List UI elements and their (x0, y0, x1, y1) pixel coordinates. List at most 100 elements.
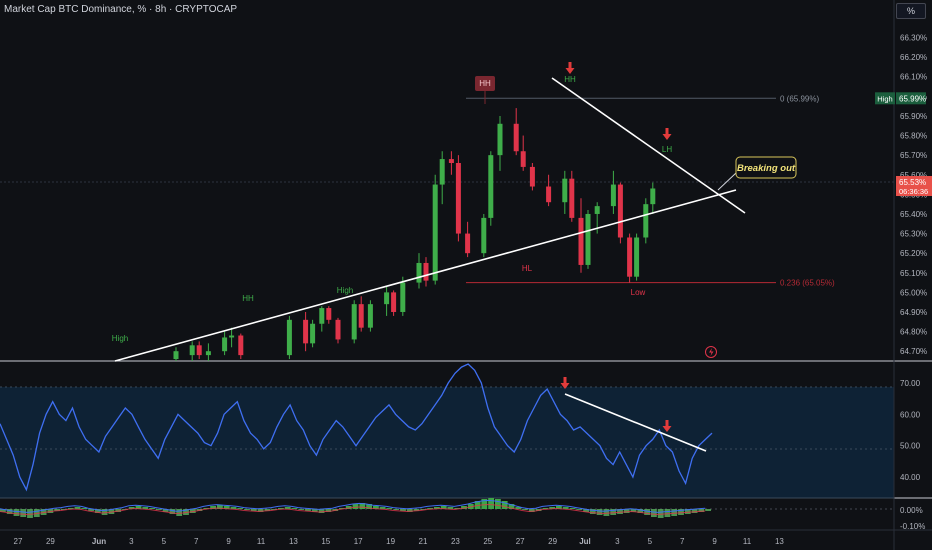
macd-bar (603, 509, 610, 516)
x-tick-label: 3 (129, 537, 134, 546)
fib-levels: 0 (65.99%) 0.236 (65.05%) (466, 94, 835, 288)
y-tick-label: 65.20% (900, 249, 927, 258)
macd-bar (305, 509, 311, 511)
candle-body (585, 213, 591, 265)
candle-body (319, 308, 325, 324)
macd-bar (495, 499, 501, 509)
candle-body (286, 319, 292, 356)
support-trendline[interactable] (114, 189, 737, 362)
macd-bar (203, 508, 210, 509)
candle-body (384, 292, 390, 305)
resistance-trendline[interactable] (551, 77, 746, 214)
macd-bar (474, 501, 481, 509)
last-price-tag (896, 176, 932, 196)
annotations: High HH High HH LH HL Low HH Breaking out (112, 62, 797, 432)
candle-body (520, 151, 526, 167)
macd-bar (27, 509, 33, 518)
macd-bar (447, 507, 454, 509)
macd-bar (189, 509, 196, 513)
candle-body (189, 345, 195, 356)
y-tick-label: 65.00% (900, 288, 927, 297)
macd-bar (47, 509, 54, 513)
candle-body (562, 178, 568, 203)
macd-bar (67, 508, 74, 509)
rsi-pane (0, 363, 713, 492)
macd-bar (40, 509, 47, 515)
macd-bar (278, 508, 284, 509)
pivot-hh-3: HH (564, 75, 576, 84)
callout-box (735, 156, 797, 179)
candle (351, 300, 357, 344)
candle-body (173, 351, 179, 360)
x-tick-label: 3 (615, 537, 620, 546)
callout-text: Breaking out (737, 163, 796, 174)
x-tick-label: Jul (579, 537, 591, 546)
y-tick-label: 66.30% (900, 34, 927, 43)
x-tick-label: 29 (548, 537, 557, 546)
macd-bar (705, 509, 711, 511)
macd-bar (101, 509, 108, 515)
y-tick-label: 66.20% (900, 53, 927, 62)
pivot-low: Low (631, 288, 646, 297)
macd-tick-label: 0.00% (900, 506, 923, 515)
macd-bar (20, 509, 27, 517)
candle-body (634, 237, 640, 277)
macd-bar (271, 509, 277, 510)
candle (173, 347, 179, 361)
candle-body (529, 166, 535, 187)
x-tick-label: 13 (775, 537, 784, 546)
macd-bar (339, 508, 345, 509)
candle-body (423, 262, 429, 281)
candle (455, 155, 461, 242)
macd-pane (0, 498, 711, 518)
x-tick-label: 21 (419, 537, 428, 546)
macd-bar (345, 506, 352, 509)
macd-bar (522, 509, 528, 510)
fib-level-0-label: 0 (65.99%) (780, 94, 819, 103)
rsi-tick-label: 70.00 (900, 379, 921, 388)
pivot-lh: LH (662, 145, 672, 154)
high-price-tag (896, 92, 926, 105)
macd-bar (135, 506, 142, 509)
macd-bar (162, 509, 169, 512)
lightning-bolt (709, 348, 714, 356)
macd-bar (210, 506, 216, 509)
candle (617, 182, 623, 244)
x-tick-label: 27 (516, 537, 525, 546)
macd-bar (33, 509, 40, 517)
chart-title: Market Cap BTC Dominance, % · 8h · CRYPT… (4, 4, 238, 15)
candle (465, 221, 471, 258)
fib-level-236-label: 0.236 (65.05%) (780, 279, 835, 288)
macd-bar (386, 508, 393, 509)
macd-bar (94, 509, 101, 513)
candle-body (594, 206, 600, 214)
macd-bar (684, 509, 691, 514)
macd-bar (427, 508, 433, 509)
macd-bar (54, 509, 60, 511)
candle-body (391, 292, 397, 312)
down-arrow-icon (560, 377, 570, 389)
candle (610, 170, 616, 214)
macd-bar (644, 509, 650, 515)
macd-bar (318, 509, 325, 513)
rsi-trendline[interactable] (564, 393, 707, 452)
x-tick-label: 27 (14, 537, 23, 546)
pivot-hh-1: HH (242, 294, 254, 303)
macd-bar (284, 507, 291, 509)
percent-scale-button[interactable]: % (896, 3, 926, 19)
pivot-hl: HL (522, 264, 533, 273)
macd-bar (623, 509, 630, 513)
candle-body (310, 323, 316, 344)
macd-bar (481, 499, 488, 509)
candle (310, 319, 316, 348)
macd-bar (576, 509, 583, 510)
pivot-hh-2-box (475, 76, 495, 91)
lightning-icon[interactable] (705, 346, 717, 358)
macd-bar (461, 506, 467, 509)
y-tick-label: 65.10% (900, 269, 927, 278)
candle (481, 213, 487, 258)
macd-bar (156, 509, 162, 510)
x-tick-label: Jun (92, 537, 106, 546)
candle-body (610, 184, 616, 207)
